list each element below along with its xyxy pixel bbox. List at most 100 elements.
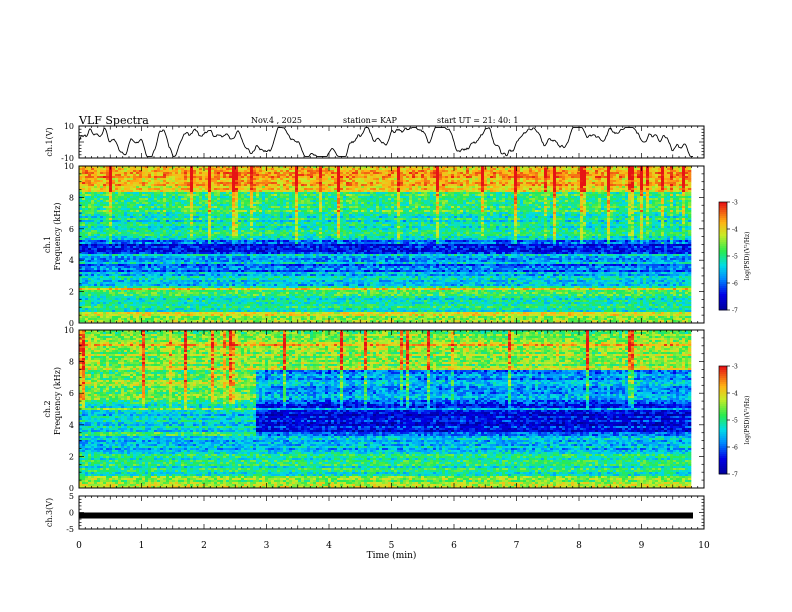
spectrogram-cell bbox=[268, 172, 271, 174]
spectrogram-cell bbox=[127, 174, 130, 176]
spectrogram-cell bbox=[163, 170, 166, 172]
spectrogram-cell bbox=[301, 172, 304, 174]
spectrogram-cell bbox=[319, 168, 322, 170]
spectrogram-cell bbox=[268, 170, 271, 172]
spectrogram-cell bbox=[595, 174, 598, 176]
spectrogram-cell bbox=[664, 174, 667, 176]
spectrogram-cell bbox=[157, 170, 160, 172]
spectrogram-cell bbox=[214, 174, 217, 176]
spectrogram-cell bbox=[499, 170, 502, 172]
spectrogram-cell bbox=[331, 174, 334, 176]
spectrogram-cell bbox=[616, 174, 619, 176]
spectrogram-cell bbox=[253, 170, 256, 172]
spectrogram-cell bbox=[130, 172, 133, 174]
spectrogram-cell bbox=[562, 168, 565, 170]
spectrogram-cell bbox=[262, 176, 265, 178]
spectrogram-cell bbox=[283, 170, 286, 172]
spectrogram-cell bbox=[361, 174, 364, 176]
spectrogram-cell bbox=[394, 174, 397, 176]
spectrogram-cell bbox=[523, 176, 526, 178]
spectrogram-cell bbox=[376, 168, 379, 170]
spectrogram-cell bbox=[283, 174, 286, 176]
spectrogram-cell bbox=[685, 168, 688, 170]
spectrogram-cell bbox=[442, 170, 445, 172]
spectrogram-cell bbox=[472, 172, 475, 174]
spectrogram-cell bbox=[403, 174, 406, 176]
spectrogram-cell bbox=[343, 176, 346, 178]
spectrogram-cell bbox=[439, 174, 442, 176]
spectrogram-cell bbox=[145, 176, 148, 178]
spectrogram-cell bbox=[472, 170, 475, 172]
spectrogram-cell bbox=[511, 174, 514, 176]
spectrogram-cell bbox=[574, 172, 577, 174]
spectrogram-cell bbox=[235, 174, 238, 176]
spectrogram-cell bbox=[145, 172, 148, 174]
spectrogram-cell bbox=[370, 172, 373, 174]
spectrogram-cell bbox=[250, 176, 253, 178]
spectrogram-cell bbox=[190, 172, 193, 174]
spectrogram-cell bbox=[328, 172, 331, 174]
spectrogram-cell bbox=[499, 168, 502, 170]
spectrogram-cell bbox=[616, 170, 619, 172]
spectrogram-cell bbox=[523, 168, 526, 170]
spectrogram-cell bbox=[388, 176, 391, 178]
spectrogram-cell bbox=[427, 174, 430, 176]
spectrogram-cell bbox=[115, 174, 118, 176]
spectrogram-cell bbox=[475, 168, 478, 170]
spectrogram-cell bbox=[244, 170, 247, 172]
spectrogram-cell bbox=[655, 172, 658, 174]
spectrogram-cell bbox=[229, 174, 232, 176]
spectrogram-cell bbox=[118, 168, 121, 170]
spectrogram-cell bbox=[262, 172, 265, 174]
spectrogram-cell bbox=[211, 176, 214, 178]
spectrogram-cell bbox=[238, 172, 241, 174]
spectrogram-cell bbox=[193, 172, 196, 174]
spectrogram-cell bbox=[163, 172, 166, 174]
spectrogram-cell bbox=[256, 176, 259, 178]
spectrogram-cell bbox=[520, 174, 523, 176]
spectrogram-cell bbox=[331, 168, 334, 170]
spectrogram-cell bbox=[646, 174, 649, 176]
spectrogram-cell bbox=[556, 170, 559, 172]
spectrogram-cell bbox=[541, 170, 544, 172]
spectrogram-cell bbox=[142, 172, 145, 174]
spectrogram-cell bbox=[628, 174, 631, 176]
spectrogram-cell bbox=[541, 172, 544, 174]
spectrogram-cell bbox=[358, 170, 361, 172]
spectrogram-cell bbox=[220, 172, 223, 174]
spectrogram-cell bbox=[286, 170, 289, 172]
spectrogram-cell bbox=[382, 174, 385, 176]
spectrogram-cell bbox=[640, 174, 643, 176]
spectrogram-cell bbox=[268, 168, 271, 170]
spectrogram-cell bbox=[208, 174, 211, 176]
spectrogram-cell bbox=[199, 174, 202, 176]
spectrogram-cell bbox=[277, 174, 280, 176]
spectrogram-cell bbox=[481, 170, 484, 172]
spectrogram-cell bbox=[625, 172, 628, 174]
spectrogram-cell bbox=[400, 172, 403, 174]
spectrogram-cell bbox=[391, 174, 394, 176]
spectrogram-cell bbox=[652, 170, 655, 172]
spectrogram-cell bbox=[199, 168, 202, 170]
spectrogram-cell bbox=[199, 172, 202, 174]
spectrogram-cell bbox=[631, 168, 634, 170]
spectrogram-cell bbox=[415, 172, 418, 174]
spectrogram-cell bbox=[223, 172, 226, 174]
spectrogram-cell bbox=[568, 170, 571, 172]
spectrogram-cell bbox=[316, 172, 319, 174]
spectrogram-cell bbox=[88, 176, 91, 178]
spectrogram-cell bbox=[286, 172, 289, 174]
spectrogram-cell bbox=[556, 172, 559, 174]
spectrogram-cell bbox=[469, 174, 472, 176]
spectrogram-cell bbox=[364, 176, 367, 178]
spectrogram-cell bbox=[523, 174, 526, 176]
spectrogram-cell bbox=[580, 168, 583, 170]
spectrogram-cell bbox=[586, 172, 589, 174]
spectrogram-cell bbox=[142, 168, 145, 170]
spectrogram-cell bbox=[523, 170, 526, 172]
spectrogram-cell bbox=[460, 168, 463, 170]
spectrogram-cell bbox=[151, 168, 154, 170]
spectrogram-cell bbox=[157, 176, 160, 178]
spectrogram-cell bbox=[439, 172, 442, 174]
spectrogram-cell bbox=[157, 172, 160, 174]
